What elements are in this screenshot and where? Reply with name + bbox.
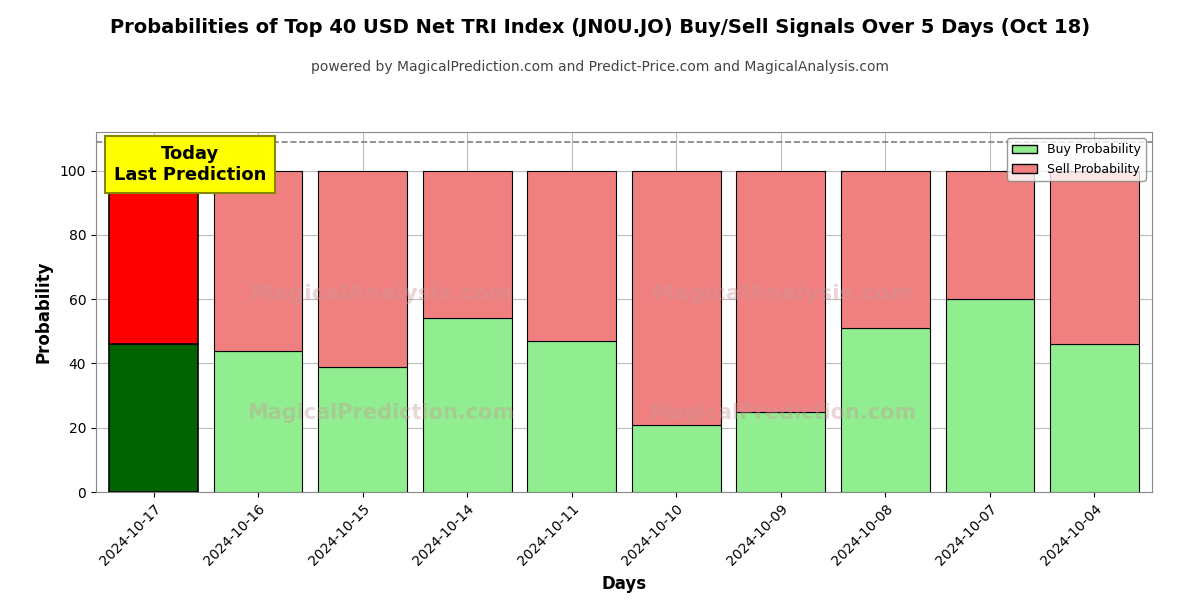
Bar [632, 170, 721, 425]
Y-axis label: Probability: Probability [35, 261, 53, 363]
Text: MagicalAnalysis.com: MagicalAnalysis.com [652, 284, 913, 304]
Text: Today
Last Prediction: Today Last Prediction [114, 145, 266, 184]
Bar [318, 170, 407, 367]
Bar [214, 170, 302, 350]
X-axis label: Days: Days [601, 575, 647, 593]
Bar [841, 328, 930, 492]
Bar [737, 412, 826, 492]
Bar [841, 170, 930, 328]
Text: Probabilities of Top 40 USD Net TRI Index (JN0U.JO) Buy/Sell Signals Over 5 Days: Probabilities of Top 40 USD Net TRI Inde… [110, 18, 1090, 37]
Bar [527, 341, 616, 492]
Bar [737, 170, 826, 412]
Bar [1050, 170, 1139, 344]
Bar [946, 170, 1034, 299]
Bar [946, 299, 1034, 492]
Text: MagicalAnalysis.com: MagicalAnalysis.com [251, 284, 511, 304]
Bar [318, 367, 407, 492]
Text: MagicalPrediction.com: MagicalPrediction.com [247, 403, 515, 423]
Bar [109, 344, 198, 492]
Bar [214, 350, 302, 492]
Bar [422, 170, 511, 319]
Bar [527, 170, 616, 341]
Bar [632, 425, 721, 492]
Legend: Buy Probability, Sell Probability: Buy Probability, Sell Probability [1007, 138, 1146, 181]
Text: powered by MagicalPrediction.com and Predict-Price.com and MagicalAnalysis.com: powered by MagicalPrediction.com and Pre… [311, 60, 889, 74]
Bar [422, 319, 511, 492]
Text: MagicalPrediction.com: MagicalPrediction.com [649, 403, 916, 423]
Bar [1050, 344, 1139, 492]
Bar [109, 170, 198, 344]
